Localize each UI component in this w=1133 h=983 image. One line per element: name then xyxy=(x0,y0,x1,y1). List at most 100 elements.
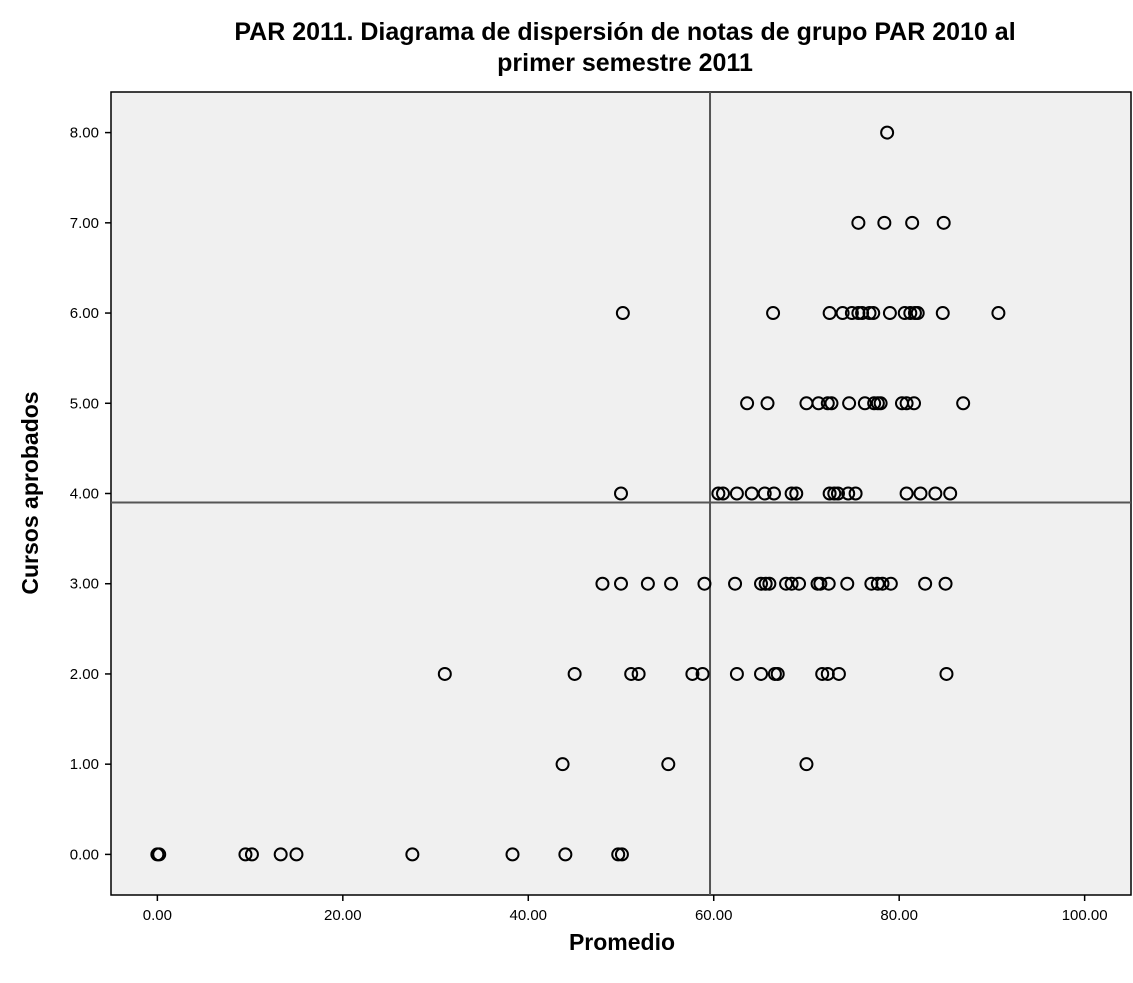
data-point xyxy=(880,125,895,140)
y-tick-label: 5.00 xyxy=(70,395,99,412)
data-point xyxy=(935,306,950,321)
data-point xyxy=(273,847,288,862)
data-point xyxy=(848,486,863,501)
data-point xyxy=(851,215,866,230)
y-tick-label: 7.00 xyxy=(70,215,99,232)
data-point xyxy=(555,757,570,772)
data-points xyxy=(150,125,1006,862)
data-point xyxy=(766,306,781,321)
data-point xyxy=(928,486,943,501)
data-point xyxy=(695,666,710,681)
data-point xyxy=(615,306,630,321)
x-tick-label: 40.00 xyxy=(509,907,547,924)
data-point xyxy=(729,666,744,681)
data-point xyxy=(936,215,951,230)
data-point xyxy=(991,306,1006,321)
x-tick-label: 80.00 xyxy=(880,907,918,924)
data-point xyxy=(813,576,828,591)
data-point xyxy=(405,847,420,862)
y-axis-label: Cursos aprobados xyxy=(17,391,43,594)
data-point xyxy=(956,396,971,411)
data-point xyxy=(152,847,167,862)
data-point xyxy=(903,306,918,321)
y-tick-label: 2.00 xyxy=(70,666,99,683)
data-point xyxy=(716,486,730,501)
data-point xyxy=(757,486,772,501)
data-point xyxy=(595,576,610,591)
data-point xyxy=(770,666,785,681)
data-point xyxy=(624,666,639,681)
data-point xyxy=(840,576,855,591)
y-tick-label: 4.00 xyxy=(70,486,99,503)
data-point xyxy=(883,576,898,591)
data-point xyxy=(866,306,881,321)
x-axis-label: Promedio xyxy=(569,929,675,955)
data-point xyxy=(862,306,877,321)
data-point xyxy=(831,666,846,681)
data-point xyxy=(875,576,890,591)
data-point xyxy=(899,396,914,411)
data-point xyxy=(841,486,856,501)
data-point xyxy=(729,486,744,501)
chart-title-line-2: primer semestre 2011 xyxy=(497,49,753,77)
data-point xyxy=(664,576,679,591)
data-point xyxy=(631,666,646,681)
y-tick-label: 1.00 xyxy=(70,756,99,773)
data-point xyxy=(754,666,769,681)
data-point xyxy=(244,847,259,862)
data-point xyxy=(907,396,922,411)
y-tick-label: 8.00 xyxy=(70,125,99,142)
data-point xyxy=(238,847,253,862)
data-point xyxy=(873,396,888,411)
data-point xyxy=(740,396,755,411)
data-point xyxy=(938,576,953,591)
data-point xyxy=(822,486,837,501)
x-tick-label: 60.00 xyxy=(695,907,733,924)
data-point xyxy=(611,847,626,862)
data-point xyxy=(640,576,655,591)
data-point xyxy=(799,757,814,772)
x-tick-label: 0.00 xyxy=(143,907,172,924)
data-point xyxy=(614,576,628,591)
data-point xyxy=(754,576,769,591)
data-point xyxy=(905,215,920,230)
y-tick-label: 6.00 xyxy=(70,305,99,322)
data-point xyxy=(711,486,726,501)
data-point xyxy=(697,576,712,591)
data-point xyxy=(867,396,882,411)
data-point xyxy=(728,576,743,591)
data-point xyxy=(685,666,700,681)
data-point xyxy=(567,666,582,681)
data-point xyxy=(821,576,836,591)
data-point xyxy=(918,576,933,591)
y-axis-ticks: 0.00 1.00 2.00 3.00 4.00 5.00 6.00 7.00 8.00 xyxy=(70,125,111,863)
x-tick-label: 20.00 xyxy=(324,907,362,924)
data-point xyxy=(505,847,520,862)
data-point xyxy=(784,576,799,591)
data-point xyxy=(767,486,781,501)
data-point xyxy=(943,486,958,501)
data-point xyxy=(842,396,857,411)
data-point xyxy=(882,306,897,321)
data-point xyxy=(815,666,830,681)
data-point xyxy=(792,576,807,591)
data-point xyxy=(789,486,804,501)
data-point xyxy=(830,486,845,501)
data-point xyxy=(614,486,628,501)
data-point xyxy=(827,486,842,501)
y-tick-label: 3.00 xyxy=(70,576,99,593)
data-point xyxy=(913,486,928,501)
data-point xyxy=(784,486,799,501)
data-point xyxy=(289,847,304,862)
data-point xyxy=(835,306,850,321)
data-point xyxy=(437,666,452,681)
x-tick-label: 100.00 xyxy=(1062,907,1108,924)
data-point xyxy=(939,666,954,681)
data-point xyxy=(661,757,676,772)
x-axis-ticks: 0.00 20.00 40.00 60.00 80.00 100.00 xyxy=(143,895,1108,924)
plot-area xyxy=(110,91,1132,896)
chart-title-line-1: PAR 2011. Diagrama de dispersión de nota… xyxy=(234,18,1015,46)
data-point xyxy=(824,396,839,411)
data-point xyxy=(910,306,925,321)
